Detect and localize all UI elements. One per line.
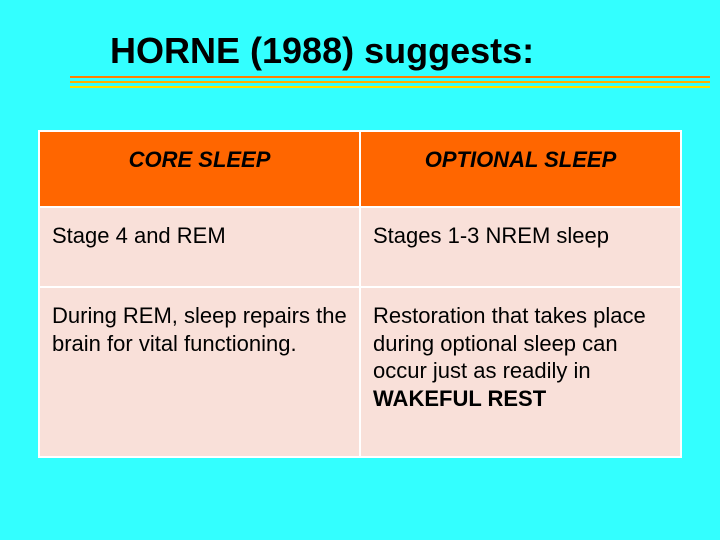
title-block: HORNE (1988) suggests: bbox=[0, 0, 720, 97]
underline-3 bbox=[70, 86, 710, 88]
header-optional-sleep: OPTIONAL SLEEP bbox=[360, 131, 681, 207]
optional-desc-text: Restoration that takes place during opti… bbox=[373, 303, 646, 383]
slide-title: HORNE (1988) suggests: bbox=[110, 30, 640, 72]
underline-2 bbox=[70, 81, 710, 83]
table-header-row: CORE SLEEP OPTIONAL SLEEP bbox=[39, 131, 681, 207]
title-underline bbox=[70, 76, 710, 88]
slide: HORNE (1988) suggests: CORE SLEEP OPTION… bbox=[0, 0, 720, 540]
cell-optional-description: Restoration that takes place during opti… bbox=[360, 287, 681, 457]
header-core-sleep: CORE SLEEP bbox=[39, 131, 360, 207]
cell-core-stages: Stage 4 and REM bbox=[39, 207, 360, 287]
underline-1 bbox=[70, 76, 710, 78]
table-row: Stage 4 and REM Stages 1-3 NREM sleep bbox=[39, 207, 681, 287]
table-row: During REM, sleep repairs the brain for … bbox=[39, 287, 681, 457]
cell-core-description: During REM, sleep repairs the brain for … bbox=[39, 287, 360, 457]
optional-desc-bold: WAKEFUL REST bbox=[373, 386, 546, 411]
sleep-table: CORE SLEEP OPTIONAL SLEEP Stage 4 and RE… bbox=[38, 130, 682, 458]
cell-optional-stages: Stages 1-3 NREM sleep bbox=[360, 207, 681, 287]
